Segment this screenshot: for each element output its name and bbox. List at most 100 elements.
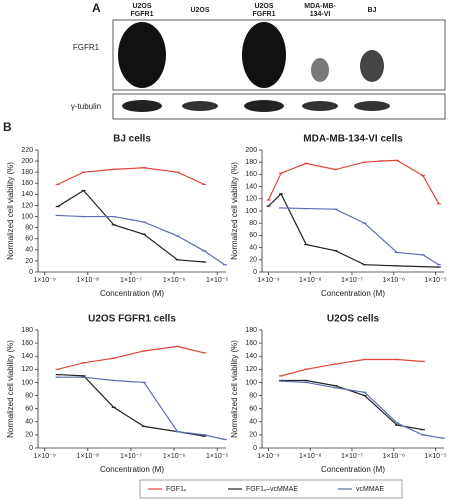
point bbox=[81, 215, 86, 218]
lane-label: 134-VI bbox=[310, 11, 331, 18]
point bbox=[420, 434, 425, 436]
point bbox=[55, 376, 60, 378]
point bbox=[395, 251, 400, 254]
y-tick-label: 60 bbox=[249, 406, 257, 413]
point bbox=[395, 422, 400, 424]
point bbox=[55, 205, 60, 208]
point bbox=[111, 224, 116, 226]
y-tick-label: 60 bbox=[25, 406, 33, 413]
point bbox=[304, 381, 309, 384]
series-line bbox=[267, 159, 440, 204]
point bbox=[81, 171, 86, 173]
point bbox=[202, 250, 207, 252]
y-tick-label: 220 bbox=[21, 147, 33, 154]
y-tick-label: 160 bbox=[21, 340, 33, 347]
lane-label: FGFR1 bbox=[131, 11, 154, 18]
y-tick-label: 120 bbox=[245, 196, 257, 203]
point bbox=[55, 183, 60, 185]
series-line bbox=[57, 373, 205, 437]
point bbox=[266, 199, 271, 201]
lane-label: FGFR1 bbox=[253, 11, 276, 18]
point bbox=[175, 431, 180, 433]
point bbox=[333, 208, 338, 210]
point bbox=[279, 379, 284, 382]
point bbox=[395, 424, 400, 426]
y-tick-label: 100 bbox=[245, 208, 257, 215]
y-tick-label: 20 bbox=[25, 258, 33, 265]
point bbox=[202, 352, 207, 354]
x-tick-label: 1×10⁻⁸ bbox=[299, 277, 321, 284]
y-tick-label: 120 bbox=[245, 366, 257, 373]
point bbox=[436, 266, 441, 268]
series-line bbox=[57, 214, 226, 266]
x-tick-label: 1×10⁻⁸ bbox=[77, 453, 99, 460]
point bbox=[395, 358, 400, 361]
point bbox=[279, 193, 284, 195]
x-tick-label: 1×10⁻⁶ bbox=[163, 453, 185, 460]
point bbox=[304, 243, 309, 246]
point bbox=[141, 425, 146, 427]
point bbox=[141, 167, 146, 169]
x-tick-label: 1×10⁻⁶ bbox=[163, 277, 185, 284]
series-line bbox=[281, 207, 440, 266]
legend-label: FGF1ᵥ bbox=[166, 486, 187, 493]
y-tick-label: 180 bbox=[21, 169, 33, 176]
legend-label: FGF1ᵥ–vcMMAE bbox=[246, 486, 298, 493]
x-tick-label: 1×10⁻⁷ bbox=[341, 277, 363, 284]
lane-label: U2OS bbox=[254, 3, 273, 10]
panel-label: B bbox=[3, 120, 12, 134]
point bbox=[266, 205, 271, 207]
chart-title: BJ cells bbox=[113, 134, 151, 145]
point bbox=[362, 394, 367, 397]
point bbox=[362, 161, 367, 163]
y-tick-label: 100 bbox=[21, 379, 33, 386]
point bbox=[202, 183, 207, 185]
blot-bands bbox=[118, 22, 390, 112]
y-tick-label: 0 bbox=[253, 269, 257, 276]
x-tick-label: 1×10⁻⁸ bbox=[299, 453, 321, 460]
series-line bbox=[280, 358, 423, 377]
x-tick-label: 1×10⁻⁸ bbox=[77, 277, 99, 284]
x-tick-label: 1×10⁻⁶ bbox=[383, 277, 405, 284]
y-axis-label: Normalized cell viability (%) bbox=[6, 340, 15, 438]
point bbox=[395, 265, 400, 267]
y-tick-label: 20 bbox=[25, 432, 33, 439]
point bbox=[175, 259, 180, 261]
point bbox=[304, 379, 309, 382]
point bbox=[81, 362, 86, 364]
series-line bbox=[57, 189, 205, 263]
point bbox=[175, 171, 180, 173]
point bbox=[279, 380, 284, 382]
y-tick-label: 140 bbox=[245, 353, 257, 360]
y-tick-label: 100 bbox=[21, 213, 33, 220]
y-tick-label: 120 bbox=[21, 202, 33, 209]
y-tick-label: 60 bbox=[249, 232, 257, 239]
point bbox=[395, 159, 400, 161]
y-tick-label: 140 bbox=[245, 183, 257, 190]
series-line bbox=[281, 380, 443, 439]
point bbox=[362, 264, 367, 266]
x-tick-label: 1×10⁻⁹ bbox=[33, 453, 55, 460]
series-line bbox=[281, 379, 424, 431]
x-tick-label: 1×10⁻⁵ bbox=[424, 453, 446, 460]
blot-row-label: FGFR1 bbox=[73, 43, 100, 52]
y-tick-label: 180 bbox=[21, 327, 33, 334]
x-axis-label: Concentration (M) bbox=[321, 289, 385, 298]
y-tick-label: 80 bbox=[249, 220, 257, 227]
x-tick-label: 1×10⁻⁵ bbox=[206, 277, 228, 284]
x-axis-label: Concentration (M) bbox=[321, 465, 385, 474]
point bbox=[420, 429, 425, 431]
x-tick-label: 1×10⁻⁹ bbox=[257, 453, 279, 460]
point bbox=[333, 168, 338, 171]
point bbox=[304, 368, 309, 370]
point bbox=[55, 368, 60, 370]
x-axis-label: Concentration (M) bbox=[100, 289, 164, 298]
point bbox=[141, 381, 146, 384]
lane-label: U2OS bbox=[132, 3, 151, 10]
y-tick-label: 20 bbox=[249, 432, 257, 439]
point bbox=[222, 264, 227, 266]
point bbox=[420, 254, 425, 256]
point bbox=[175, 345, 180, 347]
lane-label: U2OS bbox=[190, 7, 209, 14]
y-tick-label: 160 bbox=[245, 340, 257, 347]
